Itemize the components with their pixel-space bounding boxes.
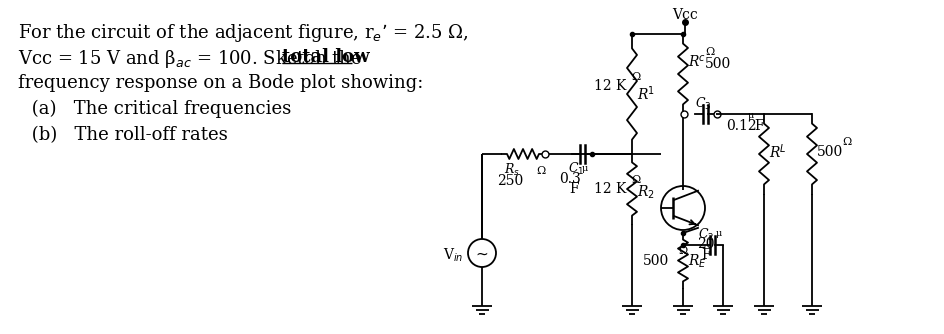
Text: Ω: Ω (631, 72, 640, 82)
Text: total low: total low (282, 48, 370, 66)
Text: ~: ~ (476, 246, 488, 262)
Text: C$_2$: C$_2$ (698, 227, 715, 243)
Text: 12 K: 12 K (594, 182, 627, 196)
Text: R$^1$: R$^1$ (637, 85, 655, 103)
Text: C$_1$: C$_1$ (567, 161, 584, 177)
Text: R$_2$: R$_2$ (637, 183, 655, 201)
Text: V$_{in}$: V$_{in}$ (444, 246, 464, 264)
Text: C$_3$: C$_3$ (695, 96, 711, 112)
Text: (b)   The roll-off rates: (b) The roll-off rates (26, 126, 228, 144)
Text: Ω: Ω (536, 166, 546, 176)
Text: (a)   The critical frequencies: (a) The critical frequencies (26, 100, 292, 118)
Text: Ω: Ω (705, 47, 715, 57)
Text: 12 K: 12 K (594, 79, 627, 93)
Text: Vcc = 15 V and β$_{ac}$ = 100. Sketch the: Vcc = 15 V and β$_{ac}$ = 100. Sketch th… (18, 48, 362, 70)
Text: μ: μ (748, 111, 754, 120)
Text: R$_E$: R$_E$ (688, 252, 707, 270)
Text: Ω: Ω (842, 137, 851, 147)
Text: μ: μ (716, 229, 722, 238)
Text: Vcc: Vcc (672, 8, 698, 22)
Text: 0.3: 0.3 (559, 172, 581, 186)
Text: F: F (569, 182, 579, 196)
Text: R$_s$: R$_s$ (504, 162, 520, 178)
Text: R$^c$: R$^c$ (688, 54, 706, 70)
Text: 500: 500 (643, 254, 669, 268)
Text: 0.12: 0.12 (726, 119, 757, 133)
Text: F: F (754, 119, 764, 133)
Text: 500: 500 (817, 145, 843, 159)
Text: F: F (701, 248, 711, 262)
Text: 500: 500 (705, 57, 732, 71)
Text: μ: μ (582, 164, 588, 173)
Text: 20: 20 (698, 237, 715, 251)
Text: 250: 250 (497, 174, 523, 188)
Text: Ω: Ω (678, 246, 687, 256)
Text: R$^L$: R$^L$ (769, 143, 786, 161)
Text: frequency response on a Bode plot showing:: frequency response on a Bode plot showin… (18, 74, 423, 92)
Text: For the circuit of the adjacent figure, r$_e$’ = 2.5 Ω,: For the circuit of the adjacent figure, … (18, 22, 469, 44)
Text: Ω: Ω (631, 175, 640, 185)
